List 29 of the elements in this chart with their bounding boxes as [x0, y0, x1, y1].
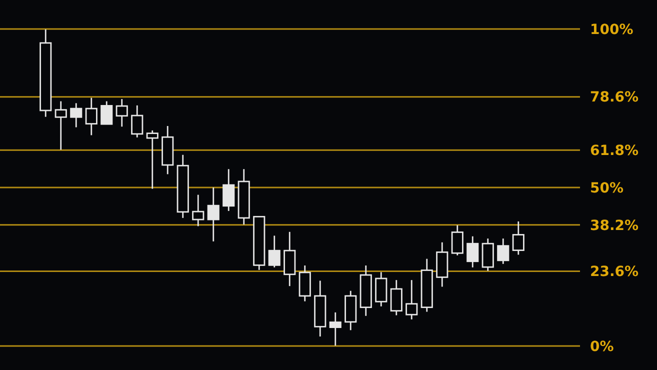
y-tick-label: 50% [590, 180, 624, 196]
y-tick-label: 0% [590, 338, 614, 355]
candlestick [85, 97, 98, 136]
candlestick [329, 312, 342, 346]
candlestick [406, 279, 418, 320]
candlestick [497, 238, 510, 265]
candlestick [451, 224, 464, 256]
candlestick [207, 186, 220, 242]
candlestick [512, 220, 524, 256]
candlestick [482, 238, 494, 272]
candlestick [284, 231, 296, 287]
y-tick-label: 78.6% [590, 90, 639, 106]
candlestick [298, 264, 311, 302]
candlestick [466, 236, 479, 268]
candlestick [116, 98, 128, 128]
candlestick [100, 100, 113, 125]
candlestick [192, 194, 204, 227]
candlestick [146, 130, 158, 190]
candlestick [54, 100, 67, 150]
candlestick [390, 279, 402, 316]
candlestick [222, 168, 235, 212]
candlestick [131, 104, 144, 138]
y-tick-label: 61.8% [590, 142, 639, 159]
y-tick-label: 23.6% [590, 264, 639, 280]
y-tick-label: 100% [590, 22, 634, 38]
candlestick [70, 102, 82, 128]
y-tick-label: 38.2% [590, 218, 639, 234]
candlestick [268, 234, 280, 268]
candlestick [375, 271, 388, 308]
